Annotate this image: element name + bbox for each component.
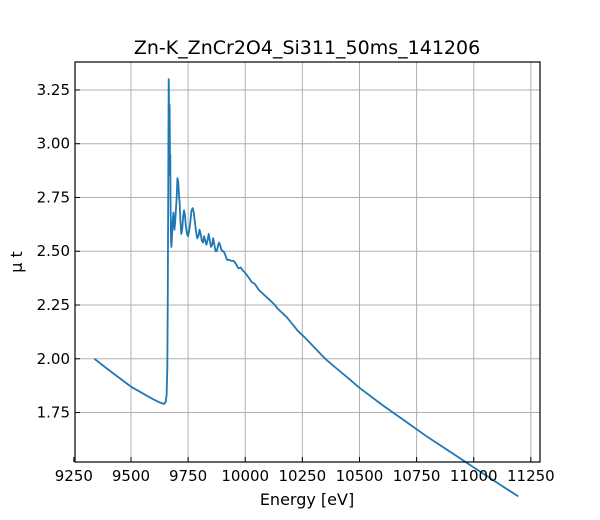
y-tick-label: 2.00 [37,350,70,368]
x-tick-label: 9250 [55,467,93,485]
y-tick-label: 2.75 [37,188,70,206]
x-tick-label: 10000 [221,467,269,485]
plot-frame [74,61,541,463]
tick-layer: 9250 9500 9750 10000 10250 10500 10750 11000 112… [37,81,555,485]
x-tick-label: 9500 [112,467,150,485]
x-tick-label: 10250 [278,467,326,485]
x-tick-label: 9750 [169,467,207,485]
x-tick-label: 10500 [336,467,384,485]
y-tick-label: 3.00 [37,135,70,153]
x-axis-label: Energy [eV] [260,490,354,509]
x-tick-label: 10750 [393,467,441,485]
x-tick-label: 11000 [450,467,498,485]
chart-title: Zn-K_ZnCr2O4_Si311_50ms_141206 [134,37,480,59]
series-line [93,78,519,498]
grid-layer [75,62,540,462]
y-axis-label: μ t [7,251,26,273]
y-tick-label: 2.50 [37,242,70,260]
y-tick-label: 2.25 [37,296,70,314]
y-tick-label: 3.25 [37,81,70,99]
x-tick-label: 11250 [507,467,555,485]
y-tick-label: 1.75 [37,404,70,422]
series-layer [93,78,519,498]
